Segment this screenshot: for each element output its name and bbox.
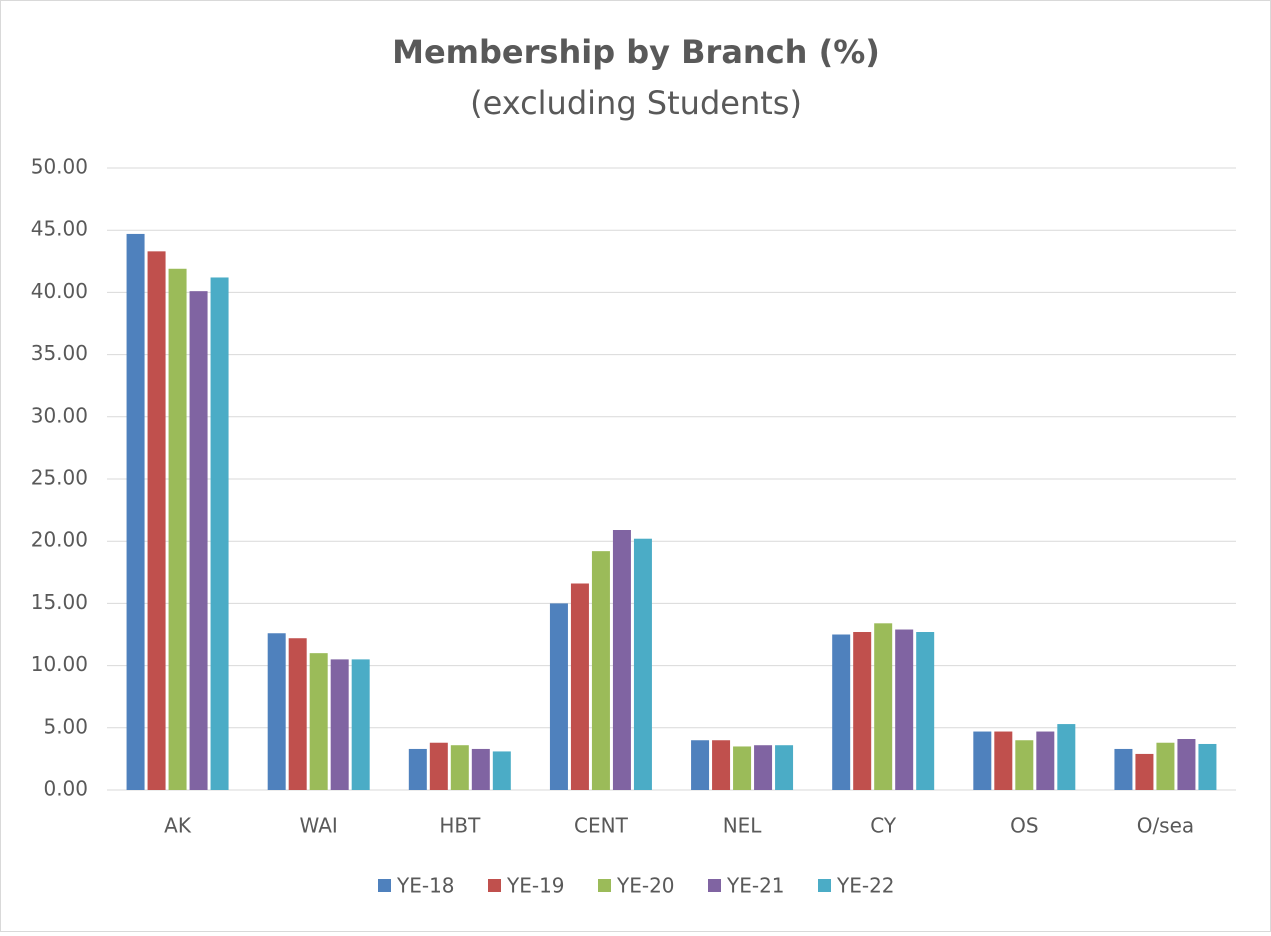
y-tick-label: 40.00 (31, 279, 88, 303)
y-tick-label: 20.00 (31, 528, 88, 552)
bar (126, 233, 145, 790)
bar (994, 731, 1013, 790)
legend-swatch (598, 879, 611, 892)
bar (633, 538, 652, 790)
bar (351, 659, 370, 790)
bar (754, 745, 773, 790)
legend-swatch (708, 879, 721, 892)
bar (712, 740, 731, 790)
bar (1135, 753, 1154, 790)
bar (853, 632, 872, 790)
legend-label: YE-21 (726, 874, 785, 898)
bar (1198, 743, 1217, 790)
x-tick-label: O/sea (1137, 814, 1194, 838)
bar (549, 603, 568, 790)
bar (1057, 724, 1076, 790)
x-tick-label: OS (1010, 814, 1038, 838)
y-tick-label: 15.00 (31, 590, 88, 614)
bar (1114, 748, 1133, 790)
bar (147, 251, 166, 790)
bar (189, 291, 208, 790)
x-tick-label: NEL (723, 814, 763, 838)
bar (471, 748, 490, 790)
bar (1036, 731, 1055, 790)
legend-label: YE-22 (836, 874, 895, 898)
bar (210, 277, 229, 790)
bar (267, 633, 286, 790)
legend-swatch (378, 879, 391, 892)
x-tick-label: HBT (439, 814, 481, 838)
y-tick-label: 5.00 (43, 714, 88, 738)
legend-label: YE-19 (506, 874, 565, 898)
legend-swatch (488, 879, 501, 892)
y-tick-label: 0.00 (43, 777, 88, 801)
bar (973, 731, 992, 790)
bar (570, 583, 589, 790)
legend-swatch (818, 879, 831, 892)
x-tick-label: CENT (574, 814, 629, 838)
bar (450, 745, 469, 790)
bar (288, 638, 307, 790)
bar (309, 653, 328, 790)
x-tick-label: AK (164, 814, 192, 838)
bar (492, 751, 511, 790)
bar (612, 530, 631, 790)
bar (591, 551, 610, 790)
y-tick-label: 10.00 (31, 652, 88, 676)
bar (1015, 740, 1034, 790)
bar (429, 742, 448, 790)
bar (168, 268, 187, 790)
x-tick-label: CY (870, 814, 897, 838)
bar (775, 745, 794, 790)
y-tick-label: 25.00 (31, 466, 88, 490)
bar (733, 746, 752, 790)
bar (1177, 738, 1196, 790)
y-tick-label: 45.00 (31, 217, 88, 241)
bar (1156, 742, 1175, 790)
chart-subtitle: (excluding Students) (470, 84, 802, 122)
y-tick-label: 35.00 (31, 341, 88, 365)
bar (916, 632, 935, 790)
chart-title: Membership by Branch (%) (392, 33, 880, 71)
bar (874, 623, 893, 790)
bar (832, 634, 851, 790)
bar (408, 748, 427, 790)
y-tick-label: 50.00 (31, 155, 88, 179)
x-tick-label: WAI (300, 814, 338, 838)
bar (330, 659, 349, 790)
y-tick-label: 30.00 (31, 403, 88, 427)
bar (691, 740, 710, 790)
bar (895, 629, 914, 790)
legend-label: YE-20 (616, 874, 675, 898)
legend-label: YE-18 (396, 874, 455, 898)
